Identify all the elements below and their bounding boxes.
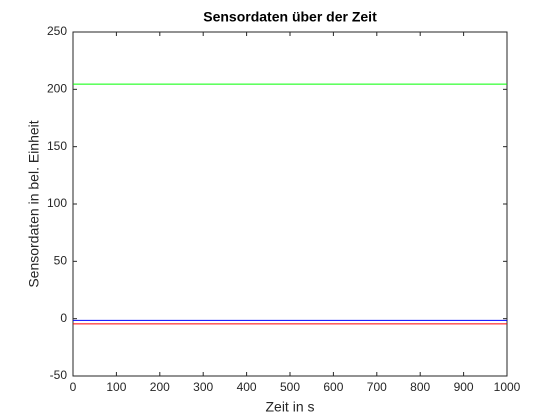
y-tick-label: 100: [47, 196, 67, 210]
y-tick-label: 200: [47, 82, 67, 96]
x-tick-label: 1000: [494, 380, 521, 394]
y-tick-label: 50: [54, 254, 68, 268]
x-tick-label: 200: [150, 380, 170, 394]
x-tick-label: 400: [237, 380, 257, 394]
y-tick-label: 150: [47, 139, 67, 153]
chart-title: Sensordaten über der Zeit: [203, 9, 377, 25]
y-tick-label: 250: [47, 24, 67, 38]
x-tick-label: 500: [280, 380, 300, 394]
x-tick-label: 300: [193, 380, 213, 394]
x-tick-label: 600: [323, 380, 343, 394]
y-tick-label: -50: [50, 368, 68, 382]
x-tick-label: 800: [410, 380, 430, 394]
x-axis-label: Zeit in s: [265, 399, 314, 415]
x-tick-label: 0: [70, 380, 77, 394]
x-tick-label: 100: [106, 380, 126, 394]
x-tick-label: 700: [367, 380, 387, 394]
x-tick-label: 900: [454, 380, 474, 394]
y-axis-label: Sensordaten in bel. Einheit: [26, 120, 42, 287]
y-tick-label: 0: [60, 311, 67, 325]
